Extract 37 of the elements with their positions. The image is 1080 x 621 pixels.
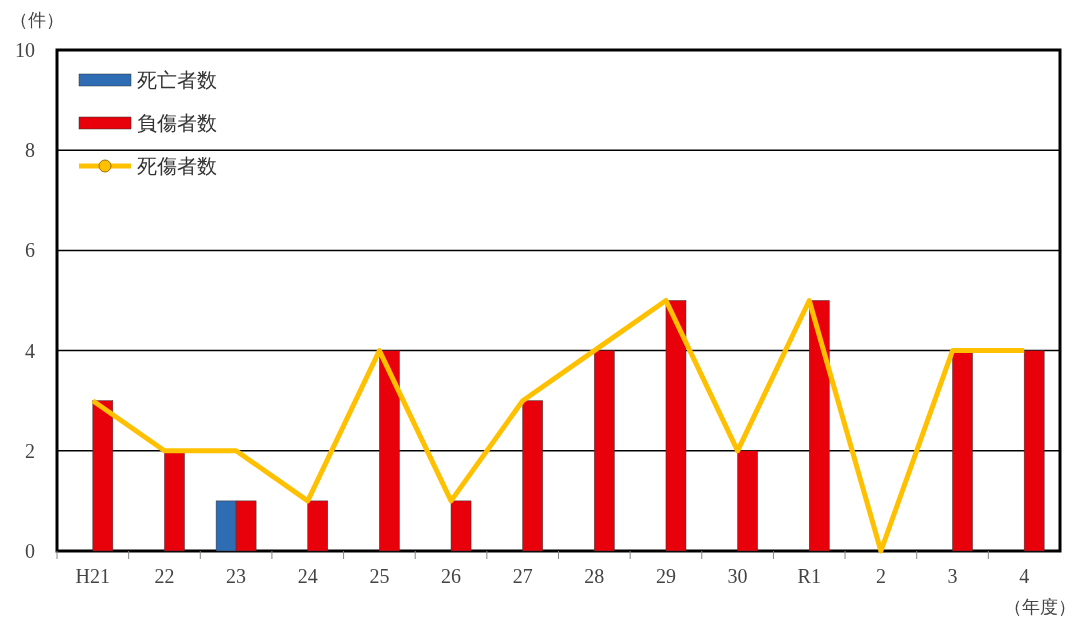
- x-tick-label: 26: [441, 565, 462, 587]
- y-tick-label: 0: [25, 540, 35, 562]
- y-axis-title: （件）: [10, 10, 64, 30]
- y-tick-label: 8: [25, 139, 35, 162]
- x-tick-label: 28: [584, 565, 605, 587]
- y-tick-label: 4: [25, 339, 35, 362]
- y-tick-label: 10: [15, 39, 35, 61]
- bar: [809, 300, 830, 552]
- bar: [522, 400, 543, 552]
- x-tick-label: 4: [1019, 565, 1030, 587]
- bar: [1023, 350, 1045, 552]
- bar: [665, 300, 687, 552]
- y-tick-label: 6: [25, 239, 35, 262]
- x-tick-label: 23: [226, 565, 247, 587]
- legend-label: 死亡者数: [137, 69, 217, 91]
- x-tick-label: 25: [369, 565, 390, 587]
- bar: [379, 350, 400, 552]
- x-tick-label: H21: [75, 565, 111, 587]
- bar: [952, 350, 973, 552]
- bar: [594, 350, 615, 552]
- bar: [450, 500, 472, 552]
- x-tick-label: 22: [154, 565, 175, 587]
- bar: [92, 400, 114, 552]
- x-axis-title: （年度）: [1004, 597, 1076, 617]
- x-tick-label: 2: [875, 565, 886, 587]
- bar: [737, 450, 758, 552]
- y-tick-label: 2: [25, 439, 35, 462]
- x-tick-label: 24: [297, 565, 318, 587]
- bar: [307, 500, 328, 552]
- x-tick-label: 27: [512, 565, 533, 587]
- legend-label: 負傷者数: [137, 112, 217, 134]
- x-tick-label: 3: [947, 565, 958, 587]
- x-tick-label: 30: [727, 565, 748, 587]
- x-tick-label: R1: [797, 565, 821, 587]
- legend-label: 死傷者数: [137, 155, 217, 177]
- x-tick-label: 29: [655, 565, 676, 587]
- bar: [164, 450, 185, 552]
